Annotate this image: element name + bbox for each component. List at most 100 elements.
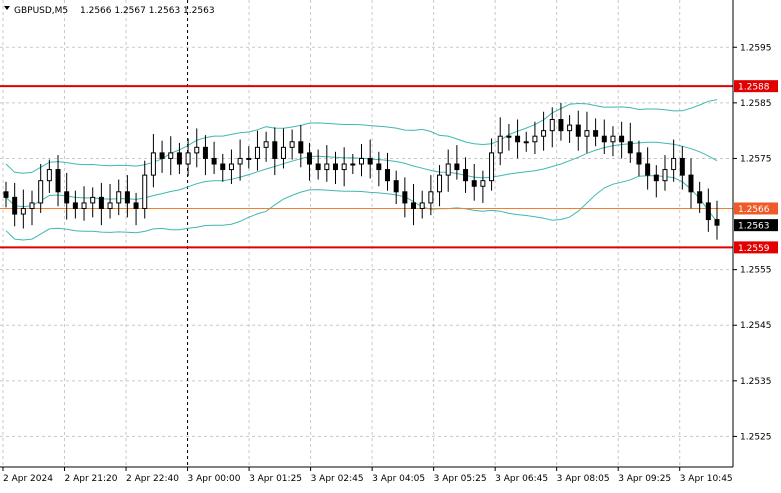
candle-body — [671, 157, 677, 171]
symbol-label: GBPUSD,M5 — [14, 6, 68, 16]
candle-body — [393, 180, 399, 193]
candle-body — [142, 174, 148, 209]
time-tick-label: 3 Apr 01:25 — [249, 474, 302, 484]
candle-body — [584, 130, 590, 137]
candle-body — [263, 141, 269, 148]
candle-body — [116, 191, 122, 204]
candle-body — [705, 202, 711, 221]
candle-body — [385, 169, 391, 182]
candle-body — [332, 163, 338, 171]
candle-body — [688, 174, 694, 193]
candle-body — [98, 196, 104, 209]
price-tick-label: 1.2585 — [740, 99, 772, 109]
candle-body — [107, 202, 113, 209]
candle-body — [298, 141, 304, 154]
candle-body — [549, 119, 555, 132]
candle-body — [480, 180, 486, 187]
candle-body — [593, 130, 599, 137]
candle-body — [220, 163, 226, 171]
candle-body — [289, 141, 295, 148]
candle-body — [662, 169, 668, 182]
candle-body — [194, 146, 200, 154]
candle-body — [168, 152, 174, 159]
time-axis-ticks: 2 Apr 2024 2 Apr 21:20 2 Apr 22:40 3 Apr 00… — [2, 467, 733, 484]
candle-body — [463, 169, 469, 182]
time-tick-label: 3 Apr 05:25 — [434, 474, 487, 484]
dropdown-triangle-icon[interactable] — [4, 6, 10, 10]
candle-body — [72, 202, 78, 209]
candles — [3, 102, 720, 240]
candle-body — [627, 141, 633, 154]
candle-body — [29, 202, 35, 209]
candle-body — [523, 141, 529, 144]
time-tick-label: 3 Apr 08:05 — [557, 474, 610, 484]
candle-body — [445, 163, 451, 176]
time-tick-label: 3 Apr 10:45 — [680, 474, 733, 484]
candle-body — [610, 135, 616, 143]
time-tick-label: 2 Apr 21:20 — [65, 474, 118, 484]
candle-body — [185, 152, 191, 165]
current-price-tag-box — [734, 202, 778, 215]
time-tick-label: 3 Apr 06:45 — [495, 474, 548, 484]
time-tick-label: 2 Apr 22:40 — [126, 474, 179, 484]
candle-body — [159, 152, 165, 159]
time-tick-label: 3 Apr 09:25 — [618, 474, 671, 484]
current-price-tag-label: 1.2566 — [738, 205, 770, 215]
time-tick-label: 3 Apr 04:05 — [372, 474, 425, 484]
candle-body — [306, 152, 312, 165]
candle-body — [341, 163, 347, 171]
candle-body — [497, 135, 503, 154]
candle-body — [411, 202, 417, 209]
level-tag-label: 1.2588 — [738, 83, 770, 93]
price-tick-label: 1.2555 — [740, 266, 772, 276]
candle-body — [454, 163, 460, 171]
time-tick-label: 3 Apr 02:45 — [311, 474, 364, 484]
price-tick-label: 1.2525 — [740, 432, 772, 442]
candle-body — [532, 135, 538, 143]
last-price-tag-label: 1.2563 — [738, 222, 770, 232]
candle-body — [489, 152, 495, 182]
candle-body — [679, 157, 685, 176]
candle-body — [176, 152, 182, 165]
candle-body — [12, 196, 18, 215]
candle-body — [55, 169, 61, 193]
candle-body — [437, 174, 443, 193]
candle-body — [150, 152, 156, 176]
candle-body — [272, 141, 278, 159]
candle-body — [419, 202, 425, 209]
level-tag-box — [734, 241, 778, 254]
candle-body — [202, 146, 208, 159]
candle-body — [46, 169, 52, 182]
candle-body — [506, 135, 512, 138]
price-axis-ticks: 1.2595 1.2585 1.2575 1.2555 1.2545 1.2535 1.25… — [733, 43, 772, 442]
horizontal-levels[interactable] — [0, 85, 733, 249]
candle-body — [402, 191, 408, 204]
candle-body — [315, 163, 321, 171]
candle-body — [541, 130, 547, 137]
candle-body — [714, 219, 720, 226]
candle-body — [636, 152, 642, 165]
level-tag-box — [734, 80, 778, 93]
last-price-tag-box — [734, 219, 778, 232]
candle-body — [376, 163, 382, 171]
candle-body — [20, 207, 26, 215]
price-tick-label: 1.2595 — [740, 43, 772, 53]
price-tags: 1.2588 1.2559 1.2566 1.2563 — [734, 80, 778, 254]
candle-body — [211, 157, 217, 165]
price-tick-label: 1.2575 — [740, 154, 772, 164]
candle-body — [575, 124, 581, 137]
candle-body — [90, 196, 96, 204]
candle-body — [471, 180, 477, 187]
candle-body — [359, 157, 364, 165]
time-tick-label: 2 Apr 2024 — [3, 474, 53, 484]
bollinger-upper-band — [5, 99, 718, 174]
candle-body — [133, 202, 139, 209]
candle-body — [645, 163, 651, 176]
ohlc-values: 1.2566 1.2567 1.2563 1.2563 — [80, 6, 215, 16]
candle-body — [428, 191, 434, 204]
candle-body — [246, 157, 252, 160]
candle-body — [653, 174, 659, 182]
